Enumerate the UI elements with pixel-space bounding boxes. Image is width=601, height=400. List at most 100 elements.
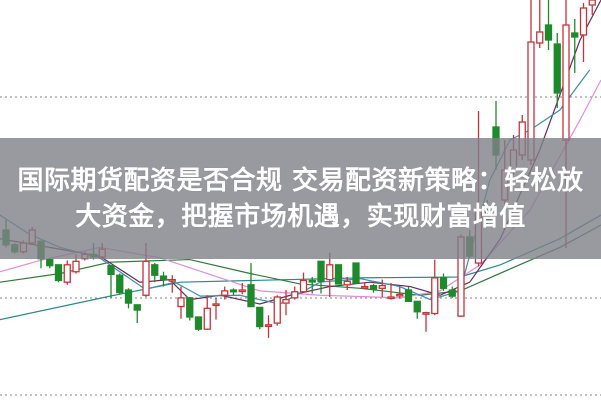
candle-body <box>72 260 80 273</box>
headline-banner: 国际期货配资是否合规 交易配资新策略：轻松放大资金，把握市场机遇，实现财富增值 <box>0 138 601 259</box>
candle-body <box>369 285 378 290</box>
candle-down <box>46 257 54 269</box>
candle-body <box>168 278 176 282</box>
candle-down <box>439 273 448 291</box>
candle-up <box>212 297 220 320</box>
candle-up <box>396 286 404 299</box>
candle-down <box>124 288 133 309</box>
candle-body <box>212 303 220 307</box>
candle-down <box>186 296 194 321</box>
candle-body <box>299 279 308 293</box>
candle-body <box>588 0 596 6</box>
candle-body <box>194 316 203 330</box>
candle-body <box>544 24 553 41</box>
candle-body <box>238 289 246 293</box>
candle-up <box>203 295 211 331</box>
candle-body <box>63 264 71 283</box>
candle-body <box>54 264 63 282</box>
candle-body <box>273 296 281 324</box>
candle-body <box>317 260 325 282</box>
candle-up <box>177 286 185 319</box>
candle-body <box>151 264 159 276</box>
candle-body <box>107 265 115 276</box>
candle-up <box>588 0 596 15</box>
candle-body <box>571 32 579 38</box>
candle-up <box>343 276 351 291</box>
candle-down <box>151 263 159 283</box>
candle-up <box>378 279 386 297</box>
candle-up <box>422 311 430 332</box>
candle-up <box>221 286 229 300</box>
candle-body <box>396 293 404 297</box>
candle-up <box>536 0 544 48</box>
candle-down <box>116 273 124 295</box>
candle-down <box>256 306 264 330</box>
candle-up <box>299 272 308 293</box>
candle-down <box>308 276 316 294</box>
candle-up <box>579 3 588 62</box>
candle-body <box>229 289 238 293</box>
candle-down <box>369 283 378 293</box>
candle-body <box>361 285 369 289</box>
candle-body <box>116 274 124 294</box>
candle-body <box>422 311 430 315</box>
candle-body <box>334 264 343 285</box>
candle-down <box>334 264 343 285</box>
candle-up <box>282 290 290 316</box>
candle-body <box>404 289 413 302</box>
candle-body <box>142 260 150 296</box>
candle-up <box>291 286 299 300</box>
candle-down <box>571 19 579 73</box>
candle-down <box>133 304 141 324</box>
candle-body <box>264 324 273 327</box>
headline-text: 国际期货配资是否合规 交易配资新策略：轻松放大资金，把握市场机遇，实现财富增值 <box>17 165 584 232</box>
candle-up <box>168 275 176 293</box>
candle-body <box>124 289 133 304</box>
candle-down <box>448 286 456 298</box>
candle-body <box>562 24 570 141</box>
candle-body <box>579 7 588 36</box>
candle-down <box>404 286 413 302</box>
candle-up <box>431 259 439 316</box>
candle-up <box>273 295 281 326</box>
candle-body <box>553 43 561 94</box>
candle-body <box>203 307 211 330</box>
candle-body <box>186 297 194 318</box>
candle-up <box>63 260 71 285</box>
candle-body <box>352 262 360 284</box>
candle-down <box>247 263 255 308</box>
candle-body <box>247 284 255 308</box>
candle-down <box>352 262 360 284</box>
candle-body <box>308 279 316 283</box>
candle-up <box>264 315 273 338</box>
candle-body <box>221 290 229 296</box>
candle-down <box>413 300 421 319</box>
candle-body <box>46 258 54 267</box>
candle-down <box>159 271 168 287</box>
candle-down <box>107 265 115 298</box>
candle-body <box>413 300 421 313</box>
candle-body <box>177 297 185 308</box>
candle-down <box>553 33 561 108</box>
candle-down <box>194 316 203 331</box>
candle-down <box>317 260 325 294</box>
candle-down <box>544 0 553 50</box>
candle-body <box>536 31 544 44</box>
candle-up <box>387 283 395 300</box>
candle-body <box>291 291 299 299</box>
candle-body <box>133 304 141 311</box>
candle-up <box>361 282 369 290</box>
candle-body <box>343 280 351 286</box>
candle-down <box>229 288 238 296</box>
candle-body <box>256 306 264 328</box>
candle-body <box>282 298 290 304</box>
candle-body <box>439 277 448 289</box>
candle-up <box>238 283 246 295</box>
candle-body <box>387 296 395 300</box>
candle-down <box>54 264 63 283</box>
candle-body <box>448 289 456 297</box>
candle-body <box>431 277 439 315</box>
candle-body <box>378 285 386 289</box>
candle-up <box>326 252 334 297</box>
